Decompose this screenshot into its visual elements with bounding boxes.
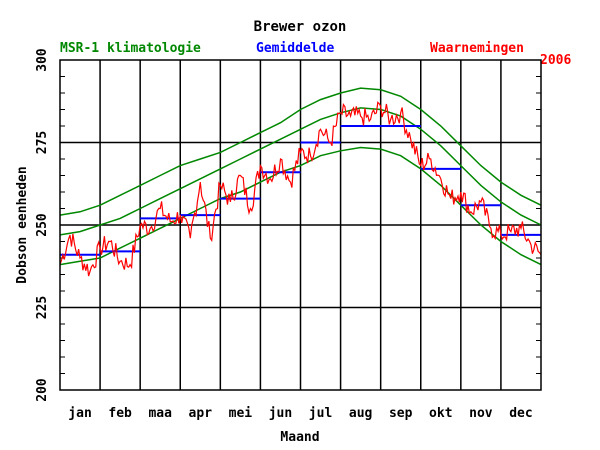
x-tick-labels: jan feb maa apr mei jun jul aug sep okt nov dec	[68, 406, 532, 421]
y-tick-label: 300	[35, 48, 50, 72]
month-label-apr: apr	[189, 406, 213, 421]
y-tick-label: 250	[35, 213, 50, 237]
month-label-dec: dec	[509, 406, 532, 421]
legend-climatology: MSR-1 klimatologie	[60, 41, 201, 56]
month-label-jan: jan	[68, 406, 91, 421]
month-label-maa: maa	[148, 406, 172, 421]
climatology-mean-line	[59, 107, 542, 236]
legend-observations: Waarnemingen	[430, 41, 524, 56]
month-label-jul: jul	[309, 406, 332, 421]
y-tick-label: 200	[35, 378, 50, 402]
year-label: 2006	[540, 53, 571, 68]
month-label-feb: feb	[108, 406, 132, 421]
y-axis-label: Dobson eenheden	[15, 166, 30, 283]
x-axis-label: Maand	[280, 430, 319, 445]
ticks	[60, 76, 541, 374]
month-label-aug: aug	[349, 406, 372, 421]
observations-line	[59, 101, 542, 277]
chart-title: Brewer ozon	[254, 19, 347, 35]
y-tick-labels: 200 225 250 275 300	[35, 48, 50, 402]
plot-frame	[59, 59, 542, 391]
climatology-upper-line	[59, 87, 542, 216]
y-tick-label: 275	[35, 131, 50, 154]
legend-mean: Gemiddelde	[256, 41, 334, 56]
month-label-okt: okt	[429, 406, 452, 421]
month-label-sep: sep	[389, 406, 413, 421]
series	[59, 87, 542, 277]
climatology-lower-line	[59, 146, 542, 266]
month-label-jun: jun	[269, 406, 292, 421]
month-label-nov: nov	[469, 406, 493, 421]
month-label-mei: mei	[229, 406, 253, 421]
y-tick-label: 225	[35, 296, 50, 319]
